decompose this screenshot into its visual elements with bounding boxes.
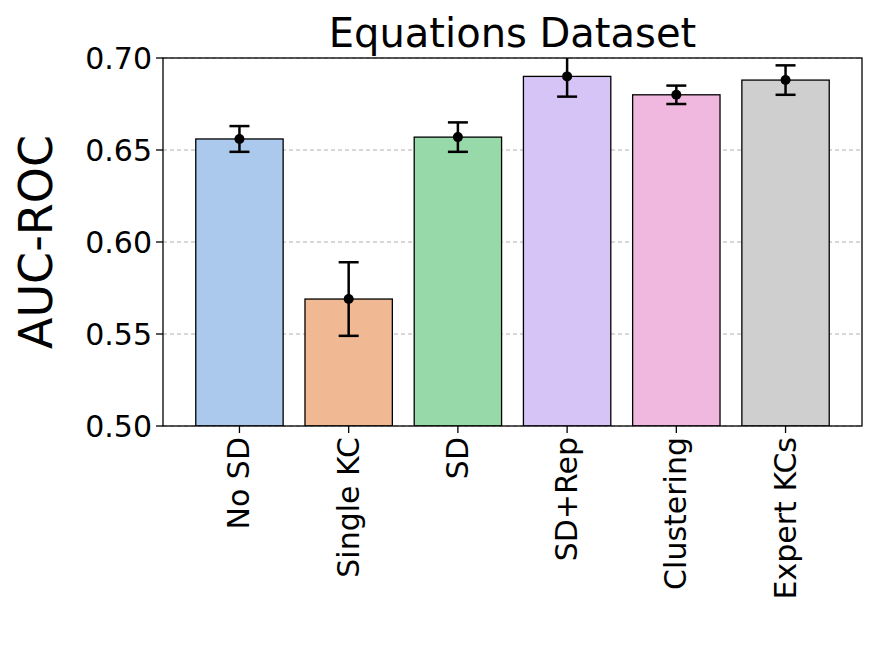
error-cap bbox=[666, 84, 686, 87]
error-cap bbox=[229, 151, 249, 154]
chart-svg: 0.50 0.55 0.60 0.65 0.70 No SD Single KC SD SD+R… bbox=[0, 0, 873, 649]
error-bar bbox=[666, 86, 686, 104]
error-cap bbox=[229, 125, 249, 128]
bar bbox=[523, 76, 610, 426]
bar bbox=[196, 139, 283, 426]
x-tick bbox=[566, 426, 567, 433]
y-tick bbox=[156, 149, 163, 150]
x-tick bbox=[676, 426, 677, 433]
error-cap bbox=[666, 103, 686, 106]
error-point bbox=[671, 90, 681, 100]
error-cap bbox=[448, 151, 468, 154]
error-cap bbox=[448, 121, 468, 124]
error-cap bbox=[339, 335, 359, 338]
y-tick bbox=[156, 57, 163, 58]
x-tick-label: SD+Rep bbox=[549, 437, 584, 561]
y-tick-label: 0.55 bbox=[85, 317, 152, 352]
y-axis-label: AUC-ROC bbox=[9, 135, 63, 349]
x-tick-label: Clustering bbox=[658, 437, 693, 590]
error-cap bbox=[339, 261, 359, 264]
error-point bbox=[562, 71, 572, 81]
x-tick-label: Single KC bbox=[331, 437, 366, 578]
chart-container: 0.50 0.55 0.60 0.65 0.70 No SD Single KC SD SD+R… bbox=[0, 0, 873, 649]
error-bar bbox=[776, 65, 796, 94]
error-point bbox=[344, 294, 354, 304]
error-point bbox=[781, 75, 791, 85]
x-tick bbox=[785, 426, 786, 433]
y-tick bbox=[156, 425, 163, 426]
plot-marks bbox=[196, 58, 829, 426]
x-tick-label: No SD bbox=[221, 437, 256, 529]
bar bbox=[633, 95, 720, 426]
error-bar bbox=[229, 126, 249, 152]
error-cap bbox=[557, 95, 577, 98]
error-bar bbox=[448, 122, 468, 151]
bar bbox=[742, 80, 829, 426]
plot-frame bbox=[163, 58, 862, 426]
error-cap bbox=[776, 94, 796, 97]
y-tick-label: 0.50 bbox=[85, 409, 152, 444]
error-bar bbox=[557, 58, 577, 97]
x-tick bbox=[457, 426, 458, 433]
error-point bbox=[453, 132, 463, 142]
x-tick-label: SD bbox=[440, 437, 475, 479]
y-tick-label: 0.70 bbox=[85, 41, 152, 76]
error-bar bbox=[339, 262, 359, 336]
y-tick-label: 0.60 bbox=[85, 225, 152, 260]
error-cap bbox=[776, 64, 796, 67]
y-tick bbox=[156, 241, 163, 242]
x-tick-label: Expert KCs bbox=[768, 437, 803, 599]
x-tick bbox=[239, 426, 240, 433]
y-tick bbox=[156, 333, 163, 334]
bar bbox=[414, 137, 501, 426]
y-tick-label: 0.65 bbox=[85, 133, 152, 168]
x-tick bbox=[348, 426, 349, 433]
title: Equations Dataset bbox=[329, 10, 696, 56]
error-point bbox=[234, 134, 244, 144]
